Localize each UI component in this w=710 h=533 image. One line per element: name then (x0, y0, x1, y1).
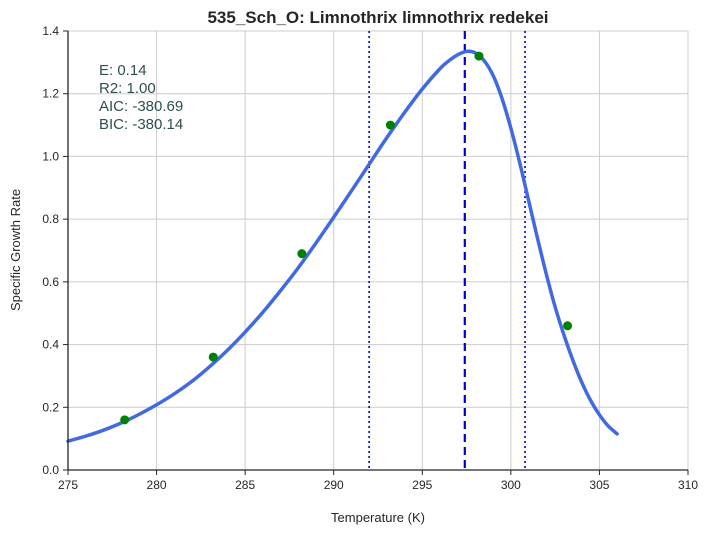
observation-points (120, 51, 573, 425)
y-tick-label: 0.2 (42, 400, 59, 414)
data-point (385, 120, 395, 130)
y-axis-label: Specific Growth Rate (8, 189, 23, 311)
data-point (208, 352, 218, 362)
data-point (120, 415, 130, 425)
fit-statistics: E: 0.14 R2: 1.00 AIC: -380.69 BIC: -380.… (99, 62, 183, 133)
y-tick-label: 0.8 (42, 212, 59, 226)
chart-title: 535_Sch_O: Limnothrix limnothrix redekei (207, 8, 548, 27)
y-tick-label: 0.4 (42, 338, 59, 352)
x-tick-label: 305 (589, 478, 609, 492)
stat-r2: R2: 1.00 (99, 80, 156, 97)
y-tick-label: 1.2 (42, 87, 59, 101)
axes (63, 30, 689, 475)
y-tick-label: 1.4 (42, 24, 59, 38)
y-tick-label: 0.0 (42, 463, 59, 477)
x-tick-labels: 275 280 285 290 295 300 305 310 (58, 478, 698, 492)
x-tick-label: 295 (412, 478, 432, 492)
y-tick-labels: 0.0 0.2 0.4 0.6 0.8 1.0 1.2 1.4 (42, 24, 59, 477)
x-tick-label: 275 (58, 478, 78, 492)
x-tick-label: 290 (324, 478, 344, 492)
x-tick-label: 310 (678, 478, 698, 492)
y-tick-label: 0.6 (42, 275, 59, 289)
data-point (474, 51, 484, 61)
fit-curve (66, 49, 619, 443)
fit-curve-group (66, 49, 619, 443)
reference-lines (368, 31, 526, 470)
y-tick-label: 1.0 (42, 149, 59, 163)
grid (68, 30, 689, 470)
x-axis-label: Temperature (K) (331, 510, 425, 525)
x-tick-label: 300 (501, 478, 521, 492)
data-point (297, 249, 307, 259)
x-tick-label: 285 (235, 478, 255, 492)
stat-energy: E: 0.14 (99, 62, 147, 79)
stat-aic: AIC: -380.69 (99, 98, 183, 115)
x-tick-label: 280 (147, 478, 167, 492)
data-point (563, 321, 573, 331)
stat-bic: BIC: -380.14 (99, 116, 183, 133)
